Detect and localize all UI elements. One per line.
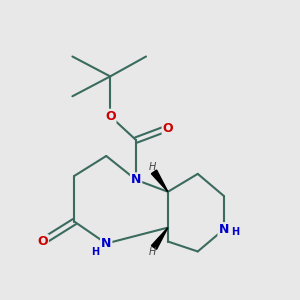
Text: N: N — [101, 237, 111, 250]
Polygon shape — [152, 228, 168, 249]
Text: H: H — [232, 226, 240, 237]
Text: H: H — [148, 247, 156, 257]
Text: O: O — [37, 235, 48, 248]
Text: N: N — [131, 173, 141, 186]
Text: O: O — [163, 122, 173, 135]
Text: H: H — [91, 247, 99, 257]
Polygon shape — [152, 170, 168, 192]
Text: O: O — [105, 110, 116, 123]
Text: H: H — [148, 162, 156, 172]
Text: N: N — [218, 223, 229, 236]
